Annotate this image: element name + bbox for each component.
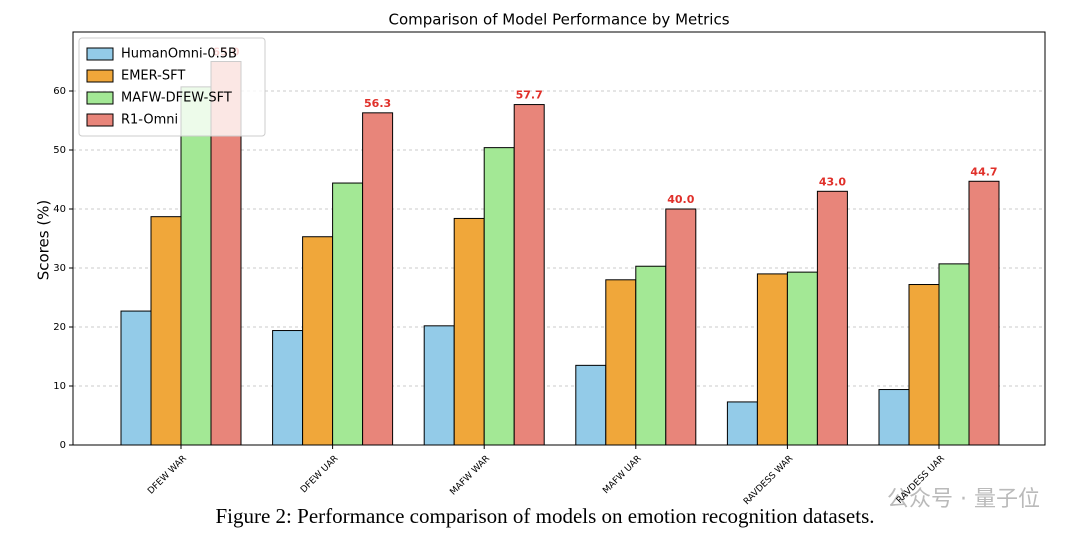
- y-tick-label: 40: [53, 204, 66, 215]
- bar: [150, 216, 182, 446]
- bar: [786, 271, 818, 446]
- bar: [302, 236, 334, 446]
- x-tick-label: MAFW WAR: [448, 454, 492, 498]
- bar: [878, 389, 910, 446]
- bar: [272, 330, 304, 446]
- legend-label: R1-Omni: [121, 113, 178, 128]
- value-label: 56.3: [364, 97, 391, 110]
- legend: HumanOmni-0.5B EMER-SFT MAFW-DFEW-SFT R1-Om…: [78, 37, 266, 137]
- value-label: 43.0: [819, 175, 846, 188]
- bar: [726, 401, 758, 446]
- bar: [908, 284, 940, 446]
- caption: Figure 2: Performance comparison of mode…: [215, 504, 874, 528]
- bar: [423, 325, 455, 446]
- y-tick-label: 60: [53, 86, 66, 97]
- bar: [483, 147, 515, 446]
- legend-swatch: [86, 69, 114, 83]
- y-tick-label: 0: [60, 440, 66, 451]
- legend-label: EMER-SFT: [121, 69, 185, 84]
- bar: [816, 190, 848, 446]
- bar: [938, 263, 970, 446]
- legend-label: MAFW-DFEW-SFT: [121, 91, 232, 106]
- legend-box: [78, 37, 266, 137]
- legend-swatch: [86, 113, 114, 127]
- y-axis-label: Scores (%): [35, 200, 53, 281]
- bar: [635, 265, 667, 446]
- x-tick-label: DFEW UAR: [299, 454, 340, 495]
- bar: [756, 273, 788, 446]
- bar: [332, 182, 364, 446]
- y-tick-label: 20: [53, 322, 66, 333]
- bar: [575, 364, 607, 446]
- legend-swatch: [86, 47, 114, 61]
- bar: [120, 310, 152, 446]
- x-tick-label: MAFW UAR: [601, 454, 643, 496]
- legend-swatch: [86, 91, 114, 105]
- value-label: 57.7: [516, 89, 543, 102]
- value-label: 44.7: [970, 165, 997, 178]
- bar: [180, 86, 212, 446]
- chart-title: Comparison of Model Performance by Metri…: [388, 11, 729, 29]
- plot-frame: [72, 31, 1046, 446]
- x-tick-label: RAVDESS WAR: [742, 454, 795, 507]
- legend-label: HumanOmni-0.5B: [121, 47, 237, 62]
- bar: [453, 217, 485, 446]
- y-tick-label: 30: [53, 263, 66, 274]
- y-tick-label: 50: [53, 145, 66, 156]
- value-label: 40.0: [667, 193, 694, 206]
- bar: [513, 104, 545, 446]
- x-tick-label: DFEW WAR: [146, 454, 189, 497]
- y-tick-label: 10: [53, 381, 66, 392]
- bar: [968, 180, 1000, 446]
- bar: [665, 208, 697, 446]
- bar: [605, 279, 637, 446]
- bar: [362, 112, 394, 446]
- watermark: 公众号 · 量子位: [887, 487, 1040, 512]
